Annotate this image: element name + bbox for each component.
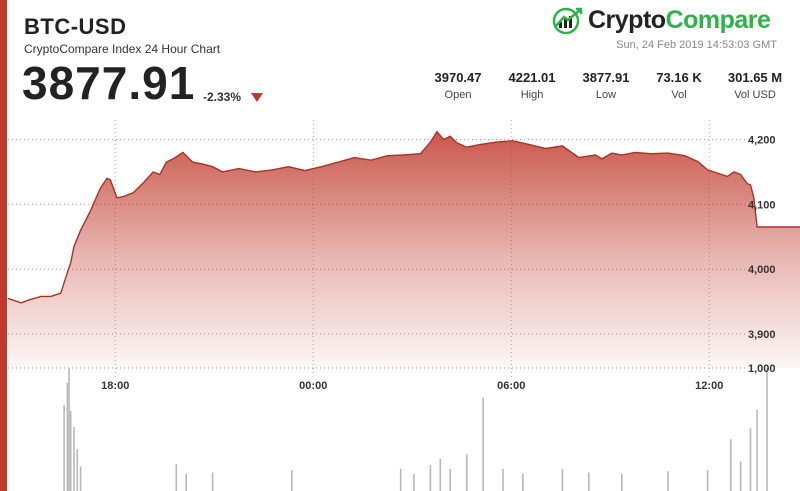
- logo-text: CryptoCompare: [588, 5, 771, 35]
- volume-bar: [588, 472, 590, 491]
- volume-bar: [561, 468, 564, 491]
- price-area: [8, 131, 800, 368]
- logo-text-compare: Compare: [665, 5, 771, 34]
- volume-bar: [69, 411, 72, 491]
- volume-bar: [749, 428, 752, 491]
- stat-vol: 73.16 K Vol: [648, 70, 710, 101]
- time-tick-label: 06:00: [497, 380, 525, 392]
- stat-value: 73.16 K: [656, 70, 702, 85]
- volume-bar: [667, 471, 669, 491]
- volume-bar: [621, 473, 623, 491]
- volume-bar: [79, 466, 82, 491]
- volume-bar: [739, 461, 742, 491]
- volume-bar: [706, 470, 709, 491]
- volume-tick-label: 1,000: [748, 363, 776, 375]
- cryptocompare-logo[interactable]: CryptoCompare: [550, 5, 771, 35]
- volume-bar: [449, 468, 451, 491]
- price-tick-label: 4,000: [748, 264, 776, 276]
- volume-bar: [429, 465, 432, 491]
- stat-label: Vol: [671, 89, 687, 101]
- stat-label: Vol USD: [734, 89, 776, 101]
- stat-high: 4221.01 High: [502, 70, 562, 101]
- volume-bar: [68, 368, 70, 491]
- price-tick-label: 3,900: [748, 329, 776, 341]
- volume-bar: [211, 472, 214, 491]
- timestamp: Sun, 24 Feb 2019 14:53:03 GMT: [616, 39, 777, 51]
- volume-bar: [73, 427, 75, 491]
- time-tick-label: 12:00: [695, 380, 723, 392]
- logo-text-crypto: Crypto: [588, 5, 666, 34]
- volume-bar: [185, 473, 187, 491]
- volume-bar: [66, 382, 69, 491]
- price-change: -2.33%: [203, 90, 242, 104]
- accent-bar: [0, 0, 7, 491]
- price-tick-label: 4,100: [748, 199, 776, 211]
- chart-logo-icon: [552, 7, 583, 34]
- volume-bar: [291, 470, 293, 491]
- stat-open: 3970.47 Open: [428, 70, 488, 101]
- stat-value: 3877.91: [582, 70, 630, 85]
- stats-row: 3970.47 Open 4221.01 High 3877.91 Low 73…: [0, 70, 800, 106]
- stat-vol-usd: 301.65 M Vol USD: [722, 70, 788, 101]
- stat-low: 3877.91 Low: [576, 70, 636, 101]
- stat-label: Low: [595, 89, 617, 101]
- volume-bar: [399, 468, 402, 491]
- stat-value: 301.65 M: [727, 70, 783, 85]
- volume-bar: [756, 409, 758, 491]
- volume-bar: [76, 449, 79, 491]
- volume-bar: [729, 439, 732, 491]
- volume-bar: [766, 368, 768, 491]
- time-tick-label: 00:00: [299, 380, 327, 392]
- volume-bar: [175, 463, 178, 491]
- current-price: 3877.91: [22, 57, 196, 109]
- stat-label: High: [520, 89, 544, 101]
- volume-bar: [522, 473, 524, 491]
- volume-bar: [63, 404, 65, 491]
- volume-bar: [465, 454, 468, 491]
- pair-title: BTC-USD: [24, 14, 127, 39]
- volume-bar: [502, 468, 504, 491]
- volume-bar: [439, 459, 442, 491]
- stat-value: 4221.01: [508, 70, 556, 85]
- stat-value: 3970.47: [434, 70, 482, 85]
- price-line: [7, 130, 800, 304]
- volume-bar: [482, 397, 484, 491]
- volume-bar: [413, 473, 415, 491]
- stat-label: Open: [444, 89, 472, 101]
- time-tick-label: 18:00: [101, 380, 129, 392]
- chart-subtitle: CryptoCompare Index 24 Hour Chart: [24, 42, 221, 56]
- price-tick-label: 4,200: [748, 134, 776, 146]
- down-arrow-icon: [251, 93, 263, 102]
